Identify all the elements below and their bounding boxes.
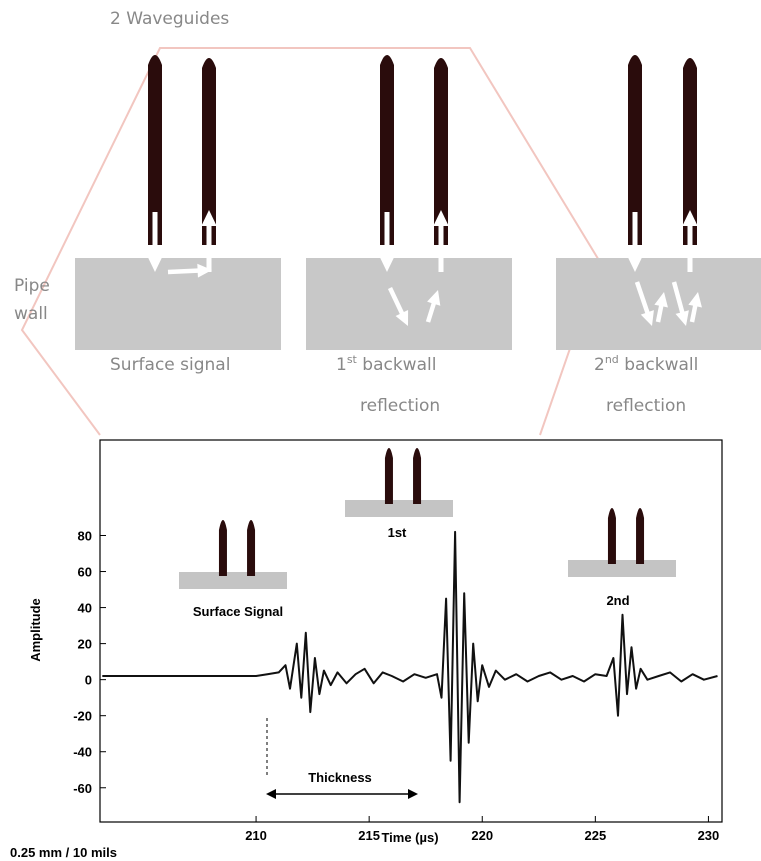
y-tick-label: 20 xyxy=(78,637,92,652)
y-axis-label: Amplitude xyxy=(28,598,43,662)
side-label: Pipe xyxy=(14,276,50,296)
y-tick-label: -40 xyxy=(73,745,92,760)
panel-label: 2nd backwall xyxy=(594,353,698,375)
x-tick-label: 220 xyxy=(471,828,493,843)
rest: backwall xyxy=(619,355,699,375)
footnote: 0.25 mm / 10 mils xyxy=(10,845,117,860)
arrow-head xyxy=(408,789,418,799)
y-tick-label: 0 xyxy=(85,673,92,688)
plot-frame xyxy=(100,440,722,822)
num: 2 xyxy=(594,355,605,375)
y-tick-label: 40 xyxy=(78,601,92,616)
waveguide xyxy=(636,508,644,564)
page: 2 Waveguides Pipe wall Surface signal 1s… xyxy=(0,0,761,861)
waveguide xyxy=(413,448,421,504)
panels xyxy=(75,55,761,350)
annotation: Surface Signal xyxy=(193,604,283,619)
panel-label: reflection xyxy=(606,396,686,416)
panel-label: Surface signal xyxy=(110,355,230,375)
y-tick-label: 80 xyxy=(78,529,92,544)
x-tick-label: 210 xyxy=(245,828,267,843)
panel-label: 1st backwall xyxy=(336,353,436,375)
title: 2 Waveguides xyxy=(110,9,229,29)
chart: -60 -40 -20 0 20 40 60 80 210 215 220 225 230 Time (µ… xyxy=(28,448,719,845)
y-tick-label: 60 xyxy=(78,565,92,580)
y-tick-label: -60 xyxy=(73,781,92,796)
x-tick-label: 230 xyxy=(698,828,720,843)
x-tick-label: 225 xyxy=(584,828,606,843)
x-tick-label: 215 xyxy=(358,828,380,843)
inset-wall xyxy=(179,572,287,589)
x-axis-label: Time (µs) xyxy=(381,830,438,845)
annotation: 2nd xyxy=(606,593,629,608)
pipe-wall xyxy=(306,258,512,350)
waveguide xyxy=(608,508,616,564)
annotation: Thickness xyxy=(308,770,372,785)
waveguide xyxy=(385,448,393,504)
inset-wall xyxy=(345,500,453,517)
panel-label: reflection xyxy=(360,396,440,416)
annotation: 1st xyxy=(388,525,407,540)
num: 1 xyxy=(336,355,347,375)
arrow-head xyxy=(266,789,276,799)
inset-wall xyxy=(568,560,676,577)
side-label: wall xyxy=(14,304,48,324)
sup: nd xyxy=(605,353,619,366)
outline xyxy=(22,48,600,435)
waveguide xyxy=(247,520,255,576)
waveguide xyxy=(219,520,227,576)
rest: backwall xyxy=(357,355,437,375)
y-tick-label: -20 xyxy=(73,709,92,724)
